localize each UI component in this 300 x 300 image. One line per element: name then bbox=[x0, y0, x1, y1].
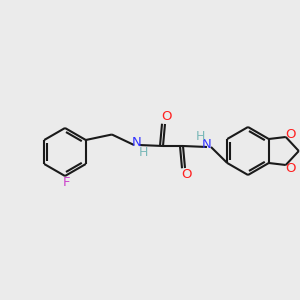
Text: N: N bbox=[132, 136, 142, 149]
Text: N: N bbox=[202, 139, 212, 152]
Text: H: H bbox=[195, 130, 205, 143]
Text: O: O bbox=[286, 161, 296, 175]
Text: O: O bbox=[161, 110, 171, 124]
Text: O: O bbox=[286, 128, 296, 140]
Text: H: H bbox=[138, 146, 148, 158]
Text: F: F bbox=[62, 176, 70, 190]
Text: O: O bbox=[181, 169, 191, 182]
